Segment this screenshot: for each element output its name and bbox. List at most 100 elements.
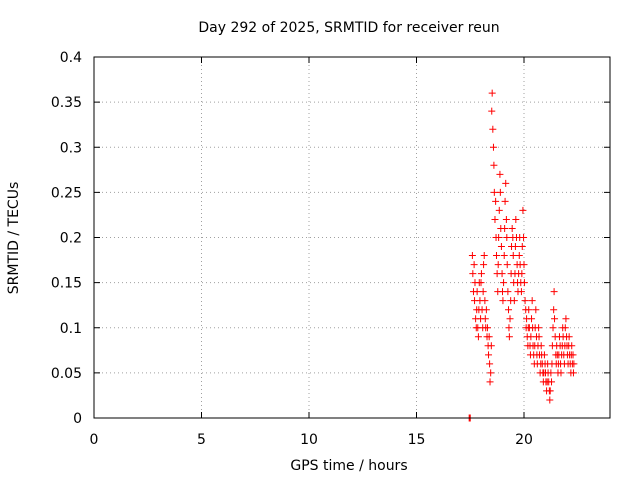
data-point — [535, 333, 543, 341]
data-point — [468, 252, 476, 260]
y-tick-label: 0.25 — [51, 185, 82, 201]
data-point — [501, 197, 509, 205]
data-point — [569, 369, 577, 377]
data-point — [550, 288, 558, 296]
y-tick-label: 0.1 — [60, 321, 82, 337]
x-tick-label: 5 — [197, 432, 206, 448]
data-point — [496, 188, 504, 196]
data-point — [512, 215, 520, 223]
data-point — [487, 369, 495, 377]
y-tick-label: 0.3 — [60, 140, 82, 156]
data-point — [495, 206, 503, 214]
data-point — [504, 288, 512, 296]
x-tick-label: 0 — [90, 432, 99, 448]
data-point — [518, 243, 526, 251]
data-point — [469, 270, 477, 278]
data-point — [528, 315, 536, 323]
data-point — [470, 261, 478, 269]
data-point — [498, 270, 506, 278]
data-point — [486, 378, 494, 386]
data-point — [550, 306, 558, 314]
data-point — [551, 315, 559, 323]
data-point — [481, 315, 489, 323]
data-point — [540, 351, 548, 359]
data-point — [509, 252, 517, 260]
data-point — [502, 215, 510, 223]
y-tick-label: 0.4 — [60, 50, 82, 66]
data-point — [489, 125, 497, 133]
data-point — [488, 89, 496, 97]
x-tick-label: 20 — [515, 432, 533, 448]
data-point — [496, 170, 504, 178]
data-point — [520, 279, 528, 287]
data-point — [474, 333, 482, 341]
y-tick-label: 0.05 — [51, 366, 82, 382]
data-point — [505, 333, 513, 341]
data-point — [501, 224, 509, 232]
data-points — [465, 89, 578, 422]
data-point — [570, 360, 578, 368]
data-point — [485, 333, 493, 341]
data-point — [517, 288, 525, 296]
data-point — [569, 351, 577, 359]
data-point — [490, 188, 498, 196]
data-point — [482, 306, 490, 314]
data-point — [510, 297, 518, 305]
data-point — [565, 333, 573, 341]
data-point — [518, 270, 526, 278]
y-tick-label: 0 — [73, 411, 82, 427]
chart-title: Day 292 of 2025, SRMTID for receiver reu… — [198, 20, 499, 36]
x-axis-label: GPS time / hours — [290, 458, 407, 474]
x-tick-label: 15 — [408, 432, 426, 448]
data-point — [505, 324, 513, 332]
data-point — [499, 297, 507, 305]
data-point — [557, 369, 565, 377]
data-point — [520, 261, 528, 269]
data-point — [490, 161, 498, 169]
data-point — [488, 107, 496, 115]
data-point — [481, 297, 489, 305]
data-point — [525, 306, 533, 314]
data-point — [492, 252, 500, 260]
data-point — [494, 261, 502, 269]
data-point — [548, 378, 556, 386]
data-point — [549, 324, 557, 332]
data-point — [492, 197, 500, 205]
data-point — [495, 234, 503, 241]
data-point — [497, 243, 505, 251]
data-point — [520, 234, 528, 241]
data-point — [502, 179, 510, 187]
data-point — [505, 306, 513, 314]
data-point — [503, 234, 511, 241]
data-point — [473, 288, 481, 296]
x-tick-label: 10 — [300, 432, 318, 448]
data-point — [479, 288, 487, 296]
data-point — [477, 270, 485, 278]
data-point — [506, 315, 514, 323]
data-point — [535, 324, 543, 332]
data-point — [568, 342, 576, 350]
data-point — [561, 324, 569, 332]
data-point — [546, 387, 554, 395]
data-point — [547, 369, 555, 377]
data-point — [480, 261, 488, 269]
data-point — [489, 143, 497, 151]
data-point — [500, 252, 508, 260]
data-point — [546, 396, 554, 404]
data-point — [511, 243, 519, 251]
data-point — [503, 261, 511, 269]
y-tick-label: 0.2 — [60, 231, 82, 247]
data-point — [491, 215, 499, 223]
data-point — [515, 252, 523, 260]
data-point — [528, 297, 536, 305]
data-point — [562, 315, 570, 323]
data-point — [485, 351, 493, 359]
data-point — [537, 342, 545, 350]
y-axis-label: SRMTID / TECUs — [6, 182, 22, 295]
data-point — [480, 252, 488, 260]
data-point — [487, 342, 495, 350]
data-point — [500, 279, 508, 287]
plot-frame — [93, 56, 611, 419]
data-point — [483, 324, 491, 332]
